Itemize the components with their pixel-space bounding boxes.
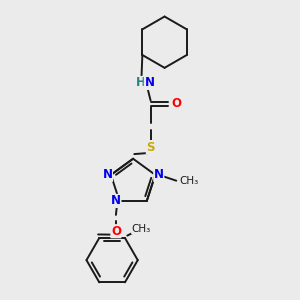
Text: N: N (111, 194, 121, 207)
Text: CH₃: CH₃ (132, 224, 151, 234)
Text: CH₃: CH₃ (180, 176, 199, 186)
Text: N: N (144, 76, 154, 89)
Text: S: S (146, 141, 155, 154)
Text: O: O (171, 98, 181, 110)
Text: N: N (154, 168, 164, 181)
Text: N: N (102, 168, 112, 181)
Text: H: H (136, 76, 146, 89)
Text: O: O (111, 225, 121, 238)
